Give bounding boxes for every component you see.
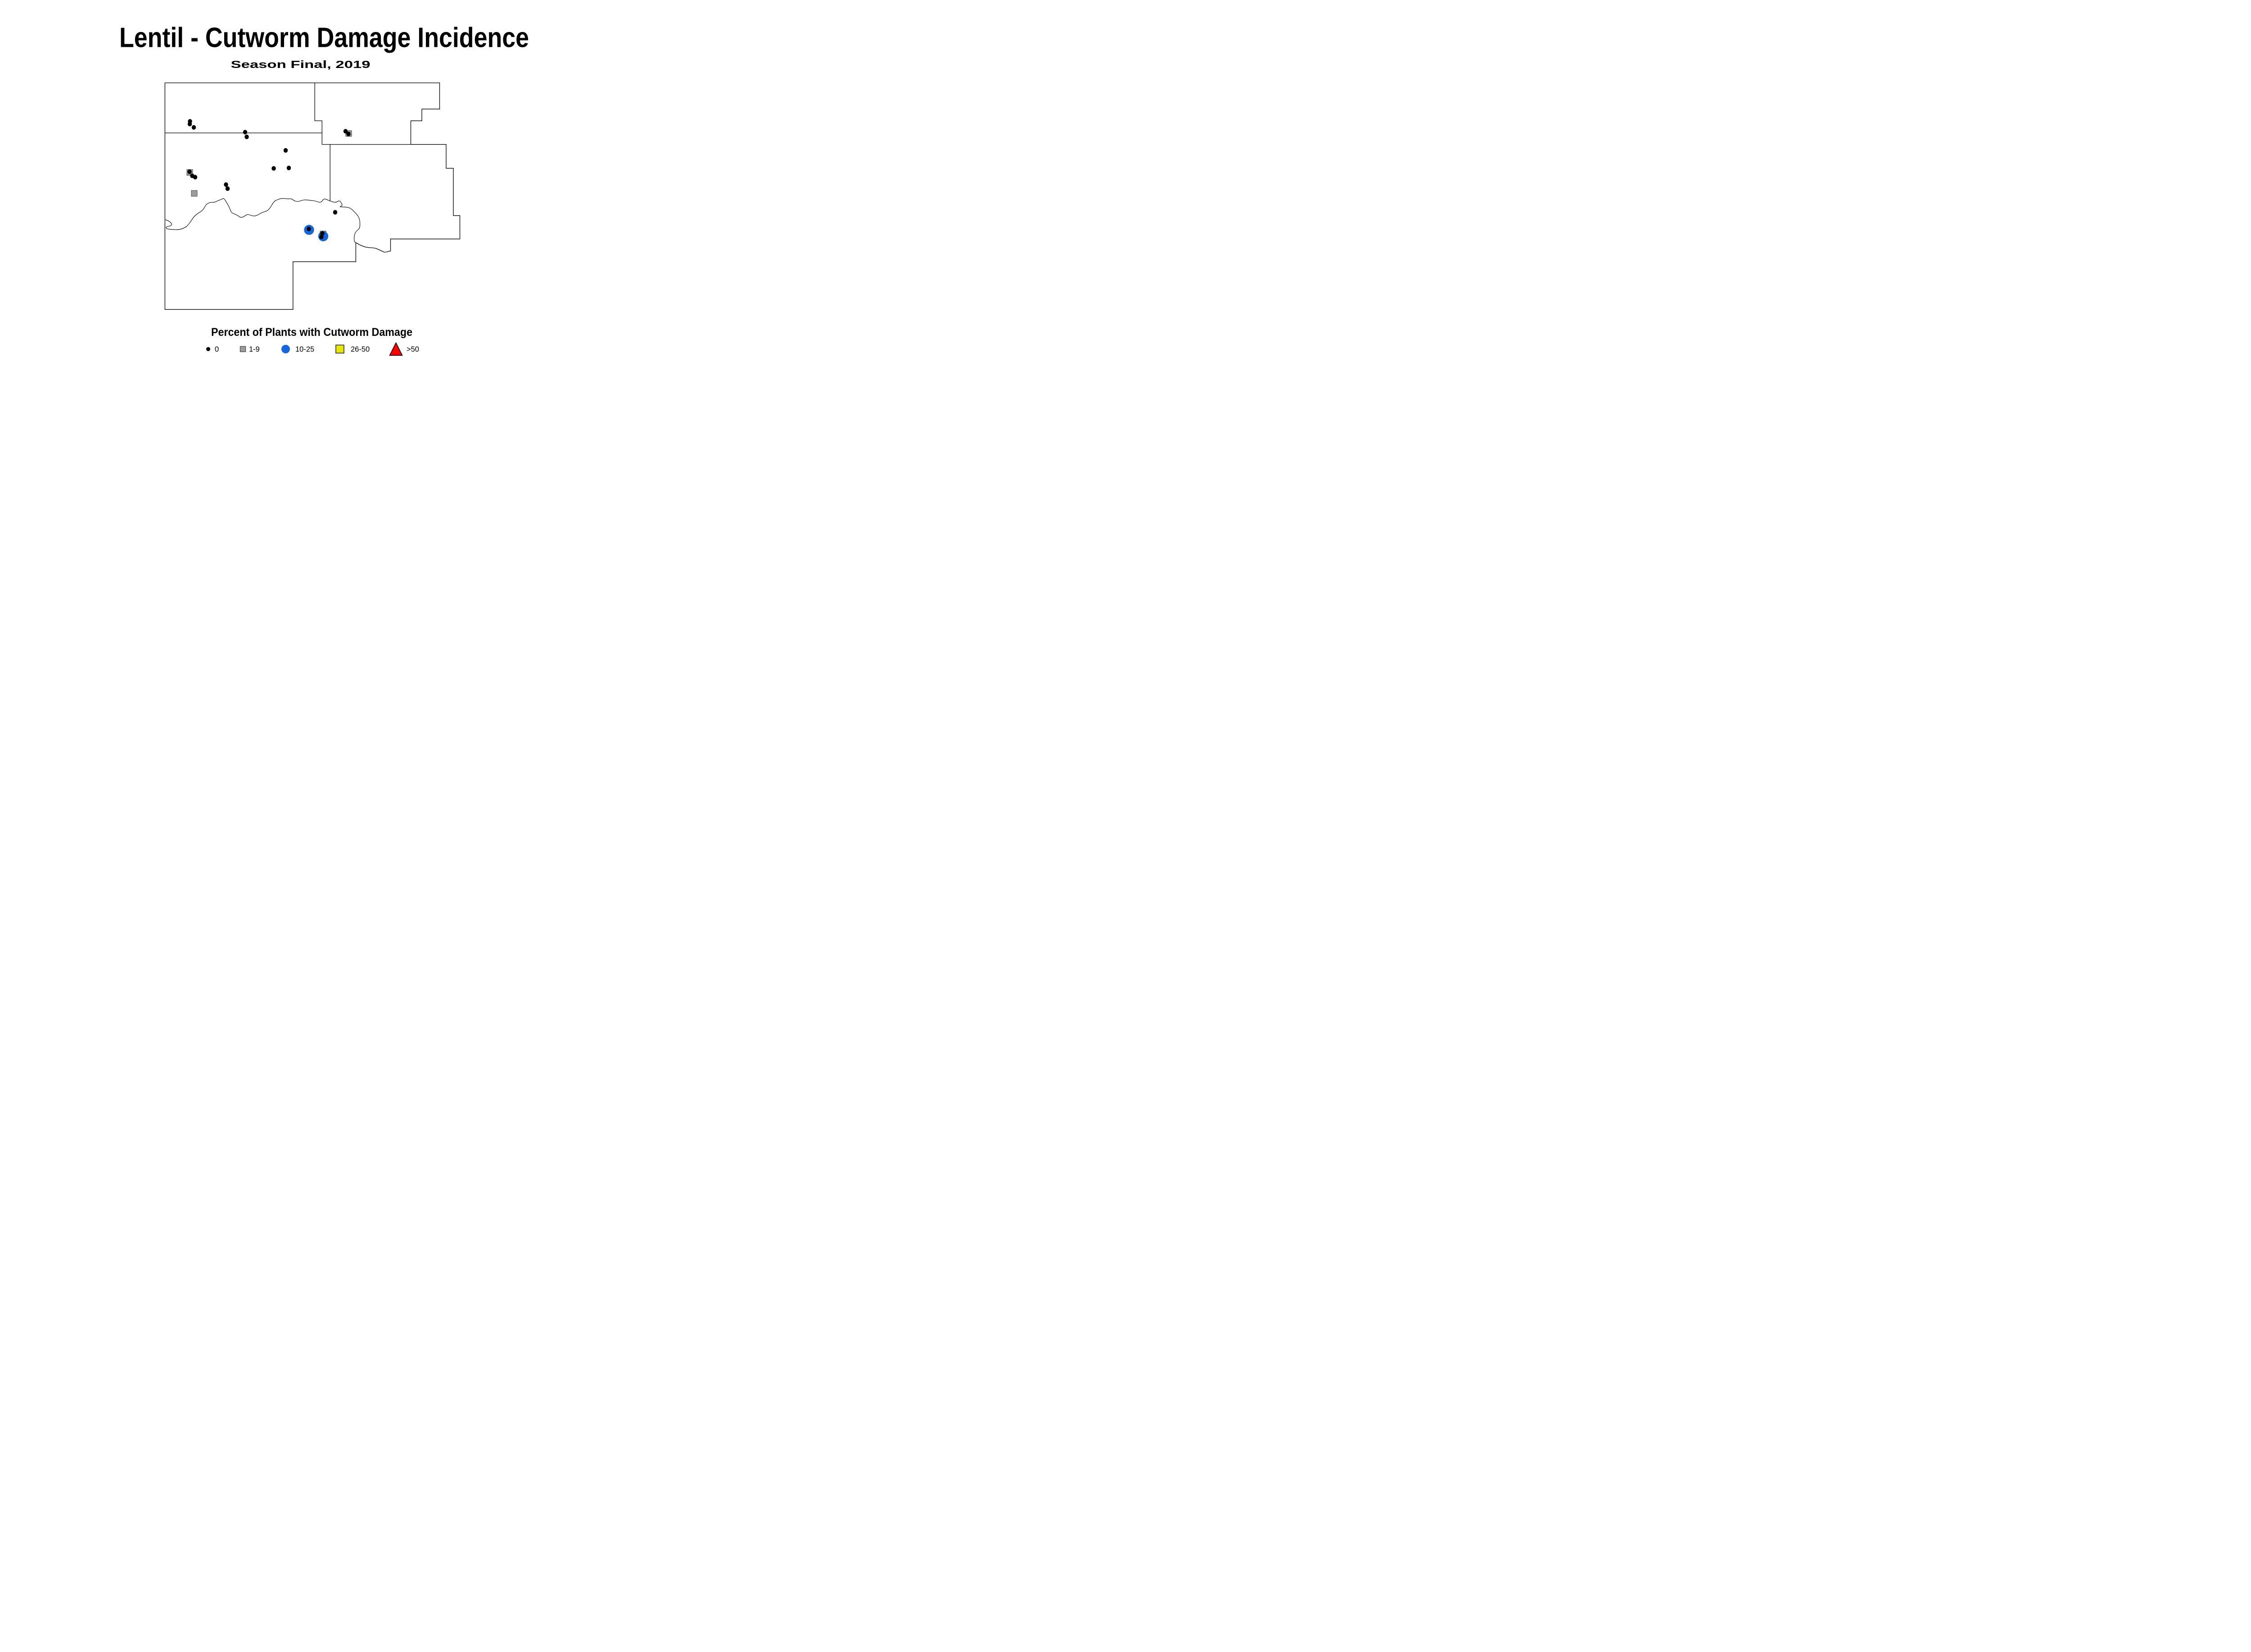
survey-data-points (186, 119, 352, 241)
legend-title: Percent of Plants with Cutworm Damage (211, 326, 412, 339)
point-dot-0 (191, 125, 196, 130)
point-dot-0 (286, 165, 291, 171)
legend-item-0: 0 (206, 345, 219, 353)
legend-item-label: 26-50 (351, 345, 370, 353)
legend-item-26-50: 26-50 (335, 344, 370, 353)
county-boundaries (164, 82, 461, 310)
legend-item-label: 10-25 (295, 345, 314, 353)
point-square-1-9 (191, 190, 198, 197)
point-dot-0 (193, 175, 198, 180)
triangle-icon (389, 342, 403, 356)
point-dot-0 (244, 134, 249, 140)
point-dot-0 (187, 122, 192, 127)
river-path (164, 198, 361, 243)
legend-item-1-9: 1-9 (240, 345, 260, 353)
figure-canvas: Lentil - Cutworm Damage Incidence Season… (0, 0, 706, 379)
point-dot-0 (243, 130, 248, 135)
circle-icon (281, 344, 290, 353)
page-subtitle: Season Final, 2019 (231, 59, 371, 70)
map-outer-boundary (164, 82, 461, 310)
point-dot-0 (307, 226, 311, 231)
square-icon (335, 344, 344, 353)
missouri-river-line (164, 198, 361, 243)
legend-item-label: 0 (215, 345, 219, 353)
legend: Percent of Plants with Cutworm Damage 0 1… (206, 326, 419, 356)
page-title: Lentil - Cutworm Damage Incidence (119, 23, 529, 54)
square-icon (240, 346, 246, 352)
point-dot-0 (320, 231, 325, 236)
county-line-2 (314, 83, 322, 145)
point-dot-0 (346, 131, 351, 136)
point-dot-0 (224, 182, 228, 187)
point-dot-0 (225, 186, 230, 191)
legend-item-label: >50 (407, 345, 419, 353)
legend-items: 0 1-9 10-25 26-50 >50 (206, 342, 419, 356)
point-dot-0 (187, 169, 192, 174)
dot-icon (206, 347, 210, 351)
point-dot-0 (283, 148, 288, 153)
legend-item--50: >50 (389, 342, 419, 356)
point-dot-0 (271, 166, 276, 171)
point-dot-0 (333, 210, 338, 215)
cutworm-incidence-map: Lentil - Cutworm Damage Incidence Season… (119, 23, 529, 356)
legend-item-10-25: 10-25 (281, 344, 314, 353)
legend-item-label: 1-9 (249, 345, 260, 353)
point-dot-0 (319, 235, 324, 240)
point-dot-0 (343, 129, 348, 134)
